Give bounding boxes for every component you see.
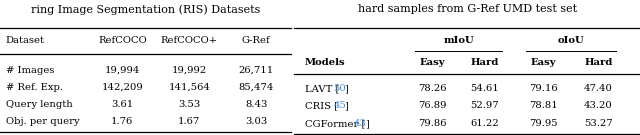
Text: 85,474: 85,474 xyxy=(239,83,274,92)
Text: Obj. per query: Obj. per query xyxy=(6,117,79,126)
Text: 3.03: 3.03 xyxy=(245,117,268,126)
Text: 78.26: 78.26 xyxy=(419,84,447,93)
Text: # Images: # Images xyxy=(6,66,54,75)
Text: 142,209: 142,209 xyxy=(101,83,143,92)
Text: 3.53: 3.53 xyxy=(178,100,200,109)
Text: G-Ref: G-Ref xyxy=(242,36,271,45)
Text: ]: ] xyxy=(344,102,348,110)
Text: 43.20: 43.20 xyxy=(584,102,613,110)
Text: LAVT [: LAVT [ xyxy=(305,84,339,93)
Text: oIoU: oIoU xyxy=(557,36,584,45)
Text: 54.61: 54.61 xyxy=(470,84,499,93)
Text: Query length: Query length xyxy=(6,100,72,109)
Text: 76.89: 76.89 xyxy=(419,102,447,110)
Text: 26,711: 26,711 xyxy=(239,66,274,75)
Text: 47.40: 47.40 xyxy=(584,84,613,93)
Text: 19,994: 19,994 xyxy=(104,66,140,75)
Text: ]: ] xyxy=(365,119,369,128)
Text: Dataset: Dataset xyxy=(6,36,45,45)
Text: 79.95: 79.95 xyxy=(529,119,557,128)
Text: Hard: Hard xyxy=(584,58,612,67)
Text: 1.76: 1.76 xyxy=(111,117,133,126)
Text: CRIS [: CRIS [ xyxy=(305,102,338,110)
Text: CGFormer [: CGFormer [ xyxy=(305,119,365,128)
Text: RefCOCO+: RefCOCO+ xyxy=(161,36,218,45)
Text: Hard: Hard xyxy=(470,58,499,67)
Text: Easy: Easy xyxy=(531,58,556,67)
Text: Easy: Easy xyxy=(420,58,445,67)
Text: 61.22: 61.22 xyxy=(470,119,499,128)
Text: 52.97: 52.97 xyxy=(470,102,499,110)
Text: 78.81: 78.81 xyxy=(529,102,557,110)
Text: 53.27: 53.27 xyxy=(584,119,613,128)
Text: 19,992: 19,992 xyxy=(172,66,207,75)
Text: 1.67: 1.67 xyxy=(178,117,200,126)
Text: 43: 43 xyxy=(354,119,367,128)
Text: 45: 45 xyxy=(333,102,346,110)
Text: ]: ] xyxy=(344,84,348,93)
Text: 8.43: 8.43 xyxy=(245,100,268,109)
Text: 79.16: 79.16 xyxy=(529,84,557,93)
Text: 3.61: 3.61 xyxy=(111,100,133,109)
Text: mIoU: mIoU xyxy=(444,36,474,45)
Text: ring Image Segmentation (RIS) Datasets: ring Image Segmentation (RIS) Datasets xyxy=(31,4,260,15)
Text: hard samples from G-Ref UMD test set: hard samples from G-Ref UMD test set xyxy=(358,4,577,14)
Text: 79.86: 79.86 xyxy=(419,119,447,128)
Text: 141,564: 141,564 xyxy=(168,83,210,92)
Text: # Ref. Exp.: # Ref. Exp. xyxy=(6,83,63,92)
Text: 50: 50 xyxy=(333,84,346,93)
Text: RefCOCO: RefCOCO xyxy=(98,36,147,45)
Text: Models: Models xyxy=(305,58,346,67)
